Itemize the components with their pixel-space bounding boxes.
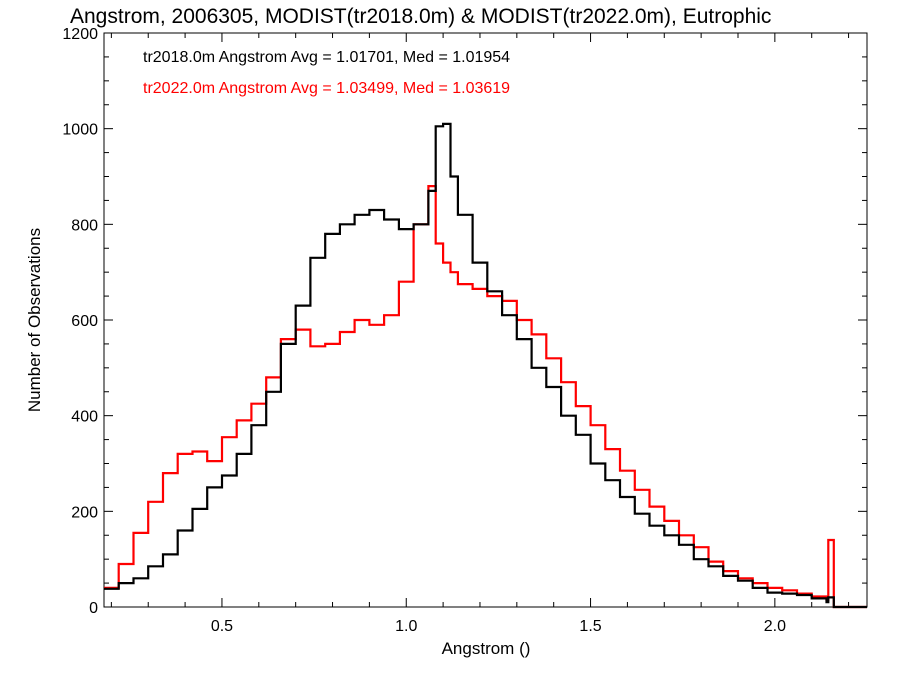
- y-tick-label: 800: [71, 217, 98, 234]
- y-tick-label: 600: [71, 313, 98, 330]
- y-axis-label: Number of Observations: [25, 228, 44, 412]
- series-line-tr2022: [104, 185, 867, 609]
- chart-title: Angstrom, 2006305, MODIST(tr2018.0m) & M…: [70, 5, 771, 28]
- legend-entry-2: tr2022.0m Angstrom Avg = 1.03499, Med = …: [143, 80, 510, 97]
- series-line-tr2018: [104, 122, 867, 609]
- y-tick-label: 1200: [62, 26, 98, 43]
- x-axis-label: Angstrom (): [442, 639, 531, 658]
- legend-entry-1: tr2018.0m Angstrom Avg = 1.01701, Med = …: [143, 49, 510, 66]
- x-tick-label: 1.5: [579, 618, 601, 635]
- y-tick-label: 1000: [62, 122, 98, 139]
- series-layer: [104, 122, 867, 609]
- plot-frame: [103, 32, 868, 608]
- y-tick-label: 400: [71, 409, 98, 426]
- x-tick-label: 0.5: [211, 618, 233, 635]
- x-tick-label: 1.0: [395, 618, 417, 635]
- y-tick-label: 0: [89, 600, 98, 617]
- axis-ticks: 0.5 1.0 1.5 2.0 0 200 400 600 800 1000 1200: [62, 26, 867, 635]
- x-tick-label: 2.0: [764, 618, 786, 635]
- y-tick-label: 200: [71, 504, 98, 521]
